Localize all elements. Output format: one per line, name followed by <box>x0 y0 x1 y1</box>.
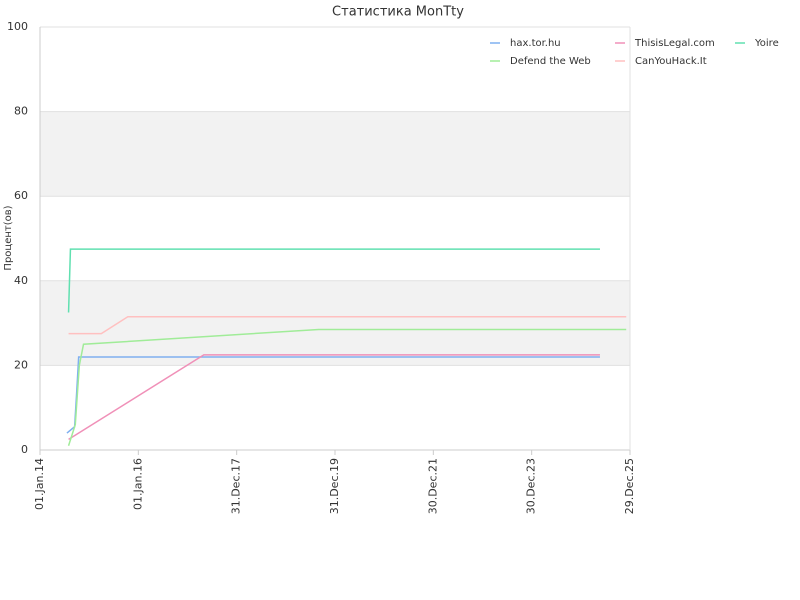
x-tick-label: 01.Jan.14 <box>33 458 46 510</box>
series-line <box>66 356 600 434</box>
legend-label: ThisisLegal.com <box>634 38 715 49</box>
y-axis-label: Процент(ов) <box>3 205 14 270</box>
series-line <box>68 316 627 335</box>
series-line <box>67 328 627 446</box>
y-tick-label: 20 <box>14 358 28 371</box>
x-tick-label: 30.Dec.23 <box>525 458 538 514</box>
x-tick-label: 01.Jan.16 <box>131 458 144 510</box>
y-tick-label: 80 <box>14 105 28 118</box>
x-tick-label: 31.Dec.19 <box>328 458 341 514</box>
legend-label: Defend the Web <box>510 56 591 67</box>
grid-band <box>40 280 630 366</box>
y-tick-label: 100 <box>7 20 28 33</box>
y-tick-label: 0 <box>21 443 28 456</box>
y-tick-label: 40 <box>14 274 28 287</box>
series-line <box>67 248 600 313</box>
chart-title: Статистика MonTty <box>332 5 464 20</box>
y-tick-label: 60 <box>14 189 28 202</box>
legend-label: CanYouHack.It <box>635 56 707 67</box>
x-tick-label: 30.Dec.21 <box>426 458 439 514</box>
grid-band <box>40 111 630 197</box>
legend-label: Yoire <box>754 38 779 49</box>
series-line <box>68 354 600 441</box>
legend-label: hax.tor.hu <box>510 38 561 49</box>
x-tick-label: 31.Dec.17 <box>230 458 243 514</box>
x-tick-label: 29.Dec.25 <box>623 458 636 514</box>
